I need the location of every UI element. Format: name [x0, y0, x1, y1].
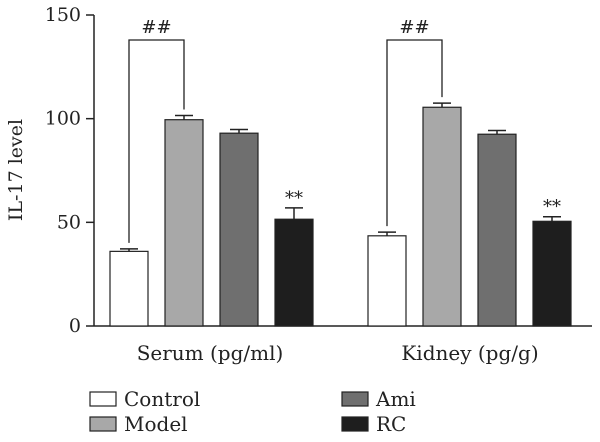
category-label: Kidney (pg/g) [401, 341, 538, 365]
legend-label-rc: RC [376, 412, 406, 436]
y-tick-label: 150 [45, 4, 81, 26]
legend-swatch-rc [341, 416, 369, 432]
bar-rc-1 [532, 220, 572, 327]
legend-label-ami: Ami [375, 387, 416, 411]
bar-ami-0 [219, 132, 259, 327]
legend-label-control: Control [124, 387, 200, 411]
category-label: Serum (pg/ml) [137, 341, 284, 365]
comparison-marker: ## [399, 17, 429, 38]
bar-ami-1 [477, 133, 517, 327]
legend-label-model: Model [124, 412, 188, 436]
comparison-marker: ## [141, 17, 171, 38]
bar-rc-0 [274, 218, 314, 327]
y-tick-label: 50 [57, 211, 81, 233]
significance-marker: ** [285, 188, 303, 209]
y-axis-title: IL-17 level [5, 119, 27, 221]
annotations: ## ** ## ** [128, 17, 561, 243]
bar-control-1 [367, 235, 407, 327]
bar-model-1 [422, 106, 462, 327]
legend-swatch-model [89, 416, 117, 432]
y-ticks: 0 50 100 150 [45, 4, 94, 337]
y-tick-label: 0 [69, 315, 81, 337]
bar-model-0 [164, 119, 204, 327]
legend-swatch-ami [341, 391, 369, 407]
bar-control-0 [109, 250, 149, 327]
legend-swatch-control [89, 391, 117, 407]
comparison-bracket [386, 39, 443, 227]
significance-marker: ** [543, 197, 561, 218]
group-labels: Serum (pg/ml) Kidney (pg/g) [137, 341, 539, 365]
y-tick-label: 100 [45, 108, 81, 130]
bars [109, 102, 572, 327]
comparison-bracket [128, 39, 185, 243]
